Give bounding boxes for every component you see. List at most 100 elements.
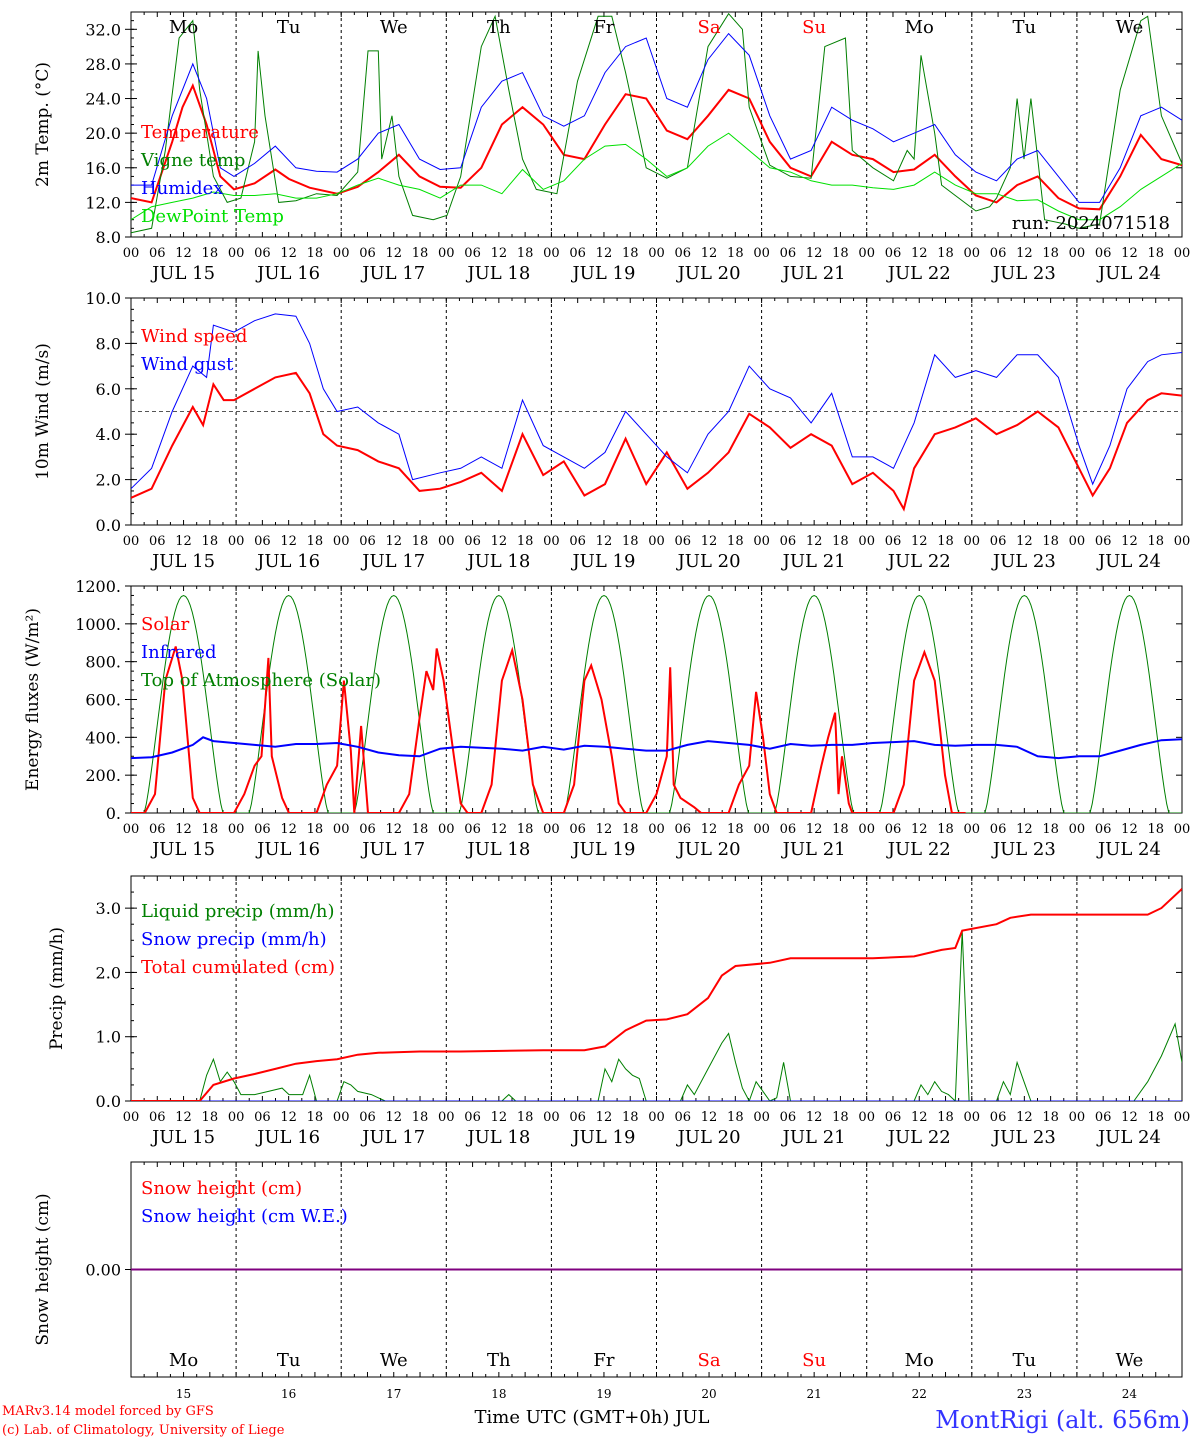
hour-tick-label: 00 [438, 1110, 455, 1125]
hour-tick-label: 18 [832, 1110, 849, 1125]
day-name: Tu [277, 1350, 301, 1371]
hour-tick-label: 18 [622, 822, 639, 837]
day-name: Tu [1013, 17, 1037, 38]
hour-tick-label: 06 [569, 1110, 586, 1125]
hour-tick-label: 12 [280, 822, 297, 837]
day-name: Mo [905, 1350, 934, 1371]
hour-tick-label: 06 [254, 1110, 271, 1125]
hour-tick-label: 12 [596, 1110, 613, 1125]
day-number: 19 [596, 1387, 611, 1401]
hour-tick-label: 06 [885, 1110, 902, 1125]
hour-tick-label: 00 [1174, 534, 1191, 549]
legend-entry: Top of Atmosphere (Solar) [141, 670, 381, 691]
hour-tick-label: 18 [622, 534, 639, 549]
hour-tick-label: 18 [937, 534, 954, 549]
hour-tick-label: 18 [1147, 1110, 1164, 1125]
hour-tick-label: 18 [412, 822, 429, 837]
hour-tick-label: 18 [1042, 246, 1059, 261]
hour-tick-label: 12 [491, 822, 508, 837]
hour-tick-label: 00 [1069, 246, 1086, 261]
hour-tick-label: 06 [569, 822, 586, 837]
date-label: JUL 23 [991, 839, 1056, 860]
y-tick-label: 400. [85, 728, 121, 747]
date-label: JUL 22 [886, 839, 951, 860]
date-label: JUL 24 [1096, 839, 1161, 860]
hour-tick-label: 06 [780, 822, 797, 837]
hour-tick-label: 06 [359, 246, 376, 261]
credit-model: MARv3.14 model forced by GFS [2, 1404, 214, 1419]
hour-tick-label: 18 [202, 246, 219, 261]
hour-tick-label: 00 [543, 534, 560, 549]
hour-tick-label: 06 [254, 246, 271, 261]
series-line-total-cumulated-cm- [131, 888, 1182, 1101]
hour-tick-label: 06 [1095, 246, 1112, 261]
legend-entry: Infrared [141, 642, 216, 663]
hour-tick-label: 18 [412, 1110, 429, 1125]
hour-tick-label: 00 [858, 246, 875, 261]
hour-tick-label: 06 [990, 822, 1007, 837]
hour-tick-label: 12 [1016, 822, 1033, 837]
station-label: MontRigi (alt. 656m) [935, 1406, 1190, 1434]
chart-panel-5: 0.00 Snow height (cm) Snow height (cm) Snow… [33, 1161, 1183, 1401]
date-label: JUL 17 [360, 263, 425, 284]
chart-panel-1: 8.0 12.0 16.0 20.0 24.0 28.0 32.0 2m Temp. (°C)… [33, 11, 1190, 284]
y-tick-label: 800. [85, 653, 121, 672]
hour-tick-label: 00 [123, 1110, 140, 1125]
hour-tick-label: 12 [491, 534, 508, 549]
hour-tick-label: 06 [359, 534, 376, 549]
day-name: Su [802, 17, 826, 38]
y-tick-label: 28.0 [85, 55, 121, 74]
day-name: Sa [698, 1350, 721, 1371]
y-axis-label: Precip (mm/h) [47, 927, 67, 1050]
y-tick-label: 0. [106, 804, 121, 823]
series-line-solar [131, 646, 966, 813]
panel-frame [130, 11, 1183, 238]
date-label: JUL 22 [886, 551, 951, 572]
hour-tick-label: 18 [202, 1110, 219, 1125]
date-label: JUL 15 [150, 263, 215, 284]
hour-tick-label: 06 [675, 1110, 692, 1125]
day-name: Mo [905, 17, 934, 38]
day-number: 22 [912, 1387, 927, 1401]
series-line-infrared [131, 736, 1182, 760]
day-name: Mo [169, 1350, 198, 1371]
y-tick-label: 0.00 [85, 1261, 121, 1280]
hour-tick-label: 06 [464, 534, 481, 549]
series-line-vigne-temp [131, 12, 1182, 234]
hour-tick-label: 06 [675, 822, 692, 837]
hour-tick-label: 00 [964, 822, 981, 837]
hour-tick-label: 00 [543, 246, 560, 261]
hour-tick-label: 06 [675, 534, 692, 549]
hour-tick-label: 12 [596, 534, 613, 549]
hour-tick-label: 12 [385, 246, 402, 261]
hour-tick-label: 18 [832, 822, 849, 837]
y-axis-label: 2m Temp. (°C) [33, 62, 53, 187]
hour-tick-label: 06 [1095, 822, 1112, 837]
hour-tick-label: 12 [911, 1110, 928, 1125]
hour-tick-label: 12 [175, 1110, 192, 1125]
hour-tick-label: 18 [412, 534, 429, 549]
hour-tick-label: 12 [280, 534, 297, 549]
day-name: Fr [593, 17, 614, 38]
date-label: JUL 21 [781, 839, 846, 860]
series-line-wind-gust [131, 313, 1182, 490]
y-tick-label: 200. [85, 766, 121, 785]
series-line-liquid-precip-mm-h- [131, 930, 1182, 1101]
legend-entry: Snow precip (mm/h) [141, 929, 327, 950]
date-label: JUL 17 [360, 551, 425, 572]
date-label: JUL 16 [255, 263, 320, 284]
y-axis-label: Energy fluxes (W/m²) [23, 608, 43, 791]
hour-tick-label: 06 [464, 822, 481, 837]
date-label: JUL 19 [570, 839, 635, 860]
y-tick-label: 8.0 [96, 334, 121, 353]
day-number: 20 [701, 1387, 716, 1401]
hour-tick-label: 06 [149, 1110, 166, 1125]
hour-tick-label: 00 [228, 822, 245, 837]
date-label: JUL 20 [676, 839, 741, 860]
legend-entry: Vigne temp [140, 150, 245, 171]
hour-tick-label: 18 [1042, 1110, 1059, 1125]
hour-tick-label: 06 [885, 822, 902, 837]
hour-tick-label: 00 [333, 246, 350, 261]
hour-tick-label: 18 [832, 534, 849, 549]
hour-tick-label: 12 [911, 822, 928, 837]
